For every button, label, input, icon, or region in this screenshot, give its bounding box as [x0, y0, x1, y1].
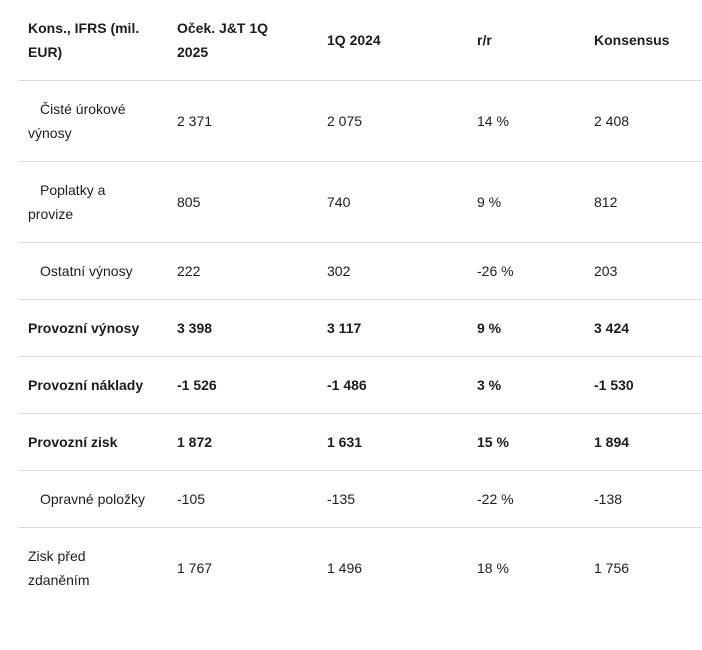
- value-cell: 14 %: [467, 80, 584, 162]
- value-cell: 9 %: [467, 299, 584, 357]
- table-body: Čisté úrokové výnosy 2 371 2 075 14 % 2 408 P…: [18, 80, 702, 609]
- table-row: Čisté úrokové výnosy 2 371 2 075 14 % 2 408: [18, 80, 702, 162]
- table-row: Poplatky a provize 805 740 9 % 812: [18, 161, 702, 243]
- row-label: Zisk před zdaněním: [28, 548, 90, 588]
- row-label: Opravné položky: [18, 470, 167, 528]
- table-row: Opravné položky -105 -135 -22 % -138: [18, 470, 702, 528]
- value-cell: 15 %: [467, 413, 584, 471]
- value-cell: 3 398: [167, 299, 317, 357]
- value-cell: 1 496: [327, 560, 363, 576]
- row-label: Provozní náklady: [18, 356, 167, 414]
- header-cell: Oček. J&T 1Q 2025: [167, 0, 317, 81]
- value-cell: -1 526: [167, 356, 317, 414]
- table-header: Kons., IFRS (mil. EUR) Oček. J&T 1Q 2025 1…: [18, 0, 702, 81]
- value-cell: 2 408: [584, 80, 702, 162]
- value-cell: -138: [584, 470, 702, 528]
- value-cell: 1 767: [177, 560, 213, 576]
- results-table: Kons., IFRS (mil. EUR) Oček. J&T 1Q 2025 1…: [18, 0, 702, 608]
- value-cell: -105: [167, 470, 317, 528]
- header-row: Kons., IFRS (mil. EUR) Oček. J&T 1Q 2025 1…: [18, 0, 702, 81]
- value-cell: 18 %: [477, 560, 509, 576]
- value-cell: 222: [167, 242, 317, 300]
- value-cell: -1 530: [584, 356, 702, 414]
- row-label: Čisté úrokové výnosy: [18, 80, 167, 162]
- value-cell: 2 075: [317, 80, 467, 162]
- value-cell: 9 %: [467, 161, 584, 243]
- value-cell: 3 %: [467, 356, 584, 414]
- value-cell: -1 486: [317, 356, 467, 414]
- value-cell: -135: [317, 470, 467, 528]
- value-cell: -22 %: [467, 470, 584, 528]
- header-cell: Konsensus: [584, 0, 702, 81]
- value-cell: 1 872: [167, 413, 317, 471]
- value-cell: 805: [167, 161, 317, 243]
- row-label: Provozní zisk: [18, 413, 167, 471]
- value-cell: 302: [317, 242, 467, 300]
- row-label: Provozní výnosy: [18, 299, 167, 357]
- value-cell: 1 894: [584, 413, 702, 471]
- value-cell: 2 371: [167, 80, 317, 162]
- table-row: Provozní náklady -1 526 -1 486 3 % -1 530: [18, 356, 702, 414]
- header-cell: 1Q 2024: [317, 0, 467, 81]
- row-label: Ostatní výnosy: [18, 242, 167, 300]
- table-row: Ostatní výnosy 222 302 -26 % 203: [18, 242, 702, 300]
- table-row: Provozní výnosy 3 398 3 117 9 % 3 424: [18, 299, 702, 357]
- value-cell: 812: [584, 161, 702, 243]
- value-cell: 3 424: [584, 299, 702, 357]
- value-cell: 1 631: [317, 413, 467, 471]
- value-cell: 203: [584, 242, 702, 300]
- table-row: Provozní zisk 1 872 1 631 15 % 1 894: [18, 413, 702, 471]
- header-cell: r/r: [467, 0, 584, 81]
- table-row: Zisk před zdaněním 1 767 1 496 18 % 1 756: [18, 528, 702, 609]
- value-cell: 740: [317, 161, 467, 243]
- value-cell: 1 756: [594, 560, 630, 576]
- value-cell: -26 %: [467, 242, 584, 300]
- row-label: Poplatky a provize: [18, 161, 167, 243]
- header-cell: Kons., IFRS (mil. EUR): [18, 0, 167, 81]
- value-cell: 3 117: [317, 299, 467, 357]
